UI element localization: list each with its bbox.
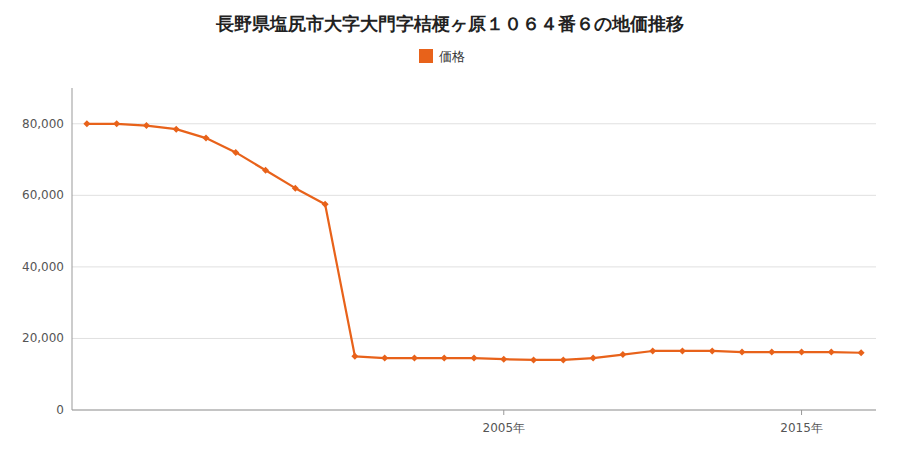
y-axis-line [72, 88, 73, 410]
y-tick-label: 20,000 [22, 331, 64, 345]
data-point [173, 126, 180, 133]
y-tick-label: 60,000 [22, 188, 64, 202]
legend: 価格 [419, 49, 465, 64]
x-tick [503, 410, 504, 415]
data-point [203, 135, 210, 142]
grid-line [72, 123, 876, 124]
data-point [739, 349, 746, 356]
data-point [649, 347, 656, 354]
grid [72, 124, 876, 410]
data-point [381, 355, 388, 362]
x-tick-label: 2015年 [780, 421, 823, 435]
legend-label: 価格 [439, 49, 465, 64]
data-point [143, 122, 150, 129]
grid-line [72, 410, 876, 411]
data-point [83, 120, 90, 127]
data-point [262, 167, 269, 174]
data-point [351, 353, 358, 360]
data-point [232, 149, 239, 156]
x-tick [801, 410, 802, 415]
data-point [322, 201, 329, 208]
page: {"chart_data": { "type": "line", "title"… [0, 0, 900, 450]
data-point [619, 351, 626, 358]
y-tick-label: 0 [56, 403, 64, 417]
data-point [113, 120, 120, 127]
chart-container: 長野県塩尻市大字大門字桔梗ヶ原１０６４番６の地価推移 0 20,000 40,000 6… [0, 0, 900, 450]
data-line [87, 124, 861, 360]
legend-swatch [419, 49, 433, 63]
grid-line [72, 266, 876, 267]
data-point [679, 347, 686, 354]
chart-title: 長野県塩尻市大字大門字桔梗ヶ原１０６４番６の地価推移 [215, 13, 684, 34]
chart-svg: 長野県塩尻市大字大門字桔梗ヶ原１０６４番６の地価推移 0 20,000 40,000 6… [0, 0, 900, 450]
y-tick-label: 40,000 [22, 260, 64, 274]
data-point [441, 355, 448, 362]
grid-line [72, 195, 876, 196]
data-point [560, 356, 567, 363]
data-point [798, 349, 805, 356]
data-point [292, 185, 299, 192]
data-point [471, 355, 478, 362]
data-point [530, 356, 537, 363]
data-point [709, 347, 716, 354]
data-point [768, 349, 775, 356]
x-tick-label: 2005年 [483, 421, 526, 435]
data-point [411, 355, 418, 362]
grid-line [72, 338, 876, 339]
data-point [500, 356, 507, 363]
plot-area [83, 120, 864, 363]
data-point [828, 349, 835, 356]
x-axis-line [72, 410, 876, 411]
axes: 0 20,000 40,000 60,000 80,000 2005年 2015年 [22, 88, 876, 435]
data-point [590, 355, 597, 362]
data-point [858, 349, 865, 356]
y-tick-label: 80,000 [22, 117, 64, 131]
